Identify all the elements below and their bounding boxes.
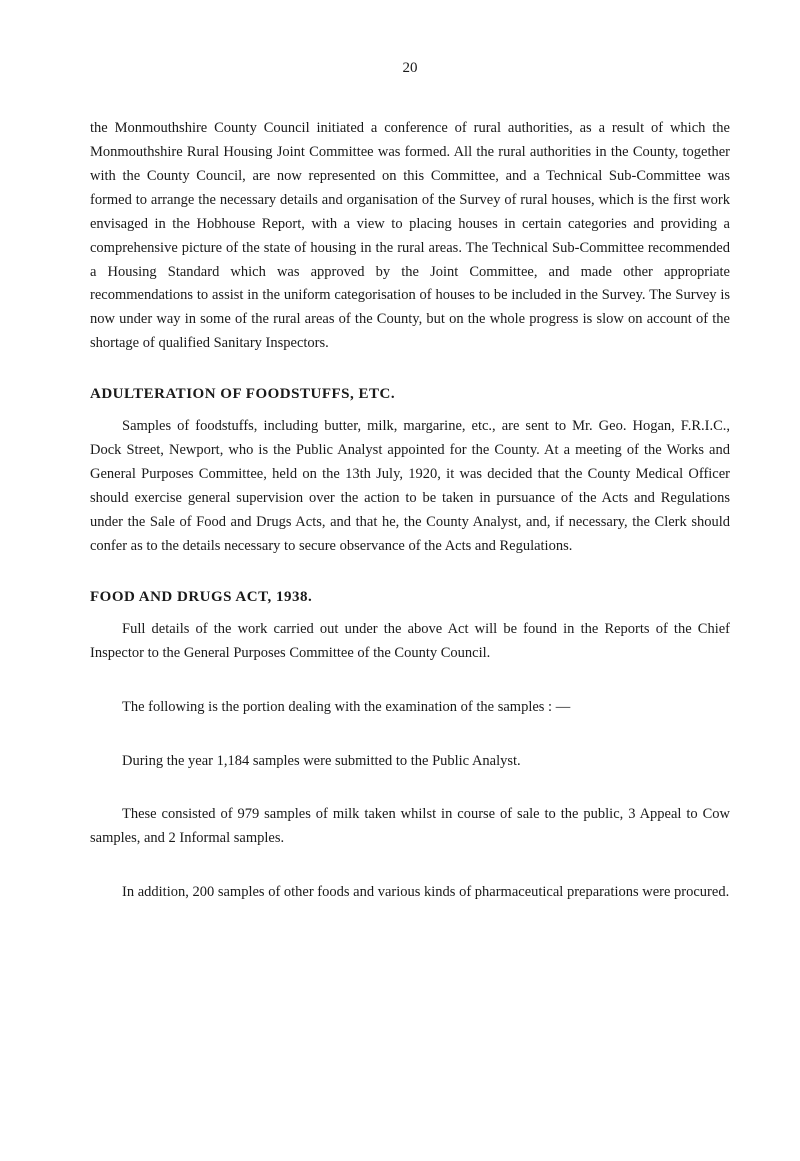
heading-food-drugs: FOOD AND DRUGS ACT, 1938. bbox=[90, 589, 730, 606]
heading-adulteration: ADULTERATION OF FOODSTUFFS, ETC. bbox=[90, 386, 730, 403]
document-page: 20 the Monmouthshire County Council init… bbox=[0, 0, 800, 1015]
paragraph-food-drugs-1: Full details of the work carried out und… bbox=[90, 618, 730, 666]
paragraph-food-drugs-2: The following is the portion dealing wit… bbox=[90, 696, 730, 720]
paragraph-food-drugs-4: These consisted of 979 samples of milk t… bbox=[90, 803, 730, 851]
paragraph-adulteration: Samples of foodstuffs, including butter,… bbox=[90, 415, 730, 559]
paragraph-intro: the Monmouthshire County Council initiat… bbox=[90, 117, 730, 356]
page-number: 20 bbox=[90, 60, 730, 77]
paragraph-food-drugs-3: During the year 1,184 samples were submi… bbox=[90, 750, 730, 774]
paragraph-food-drugs-5: In addition, 200 samples of other foods … bbox=[90, 881, 730, 905]
